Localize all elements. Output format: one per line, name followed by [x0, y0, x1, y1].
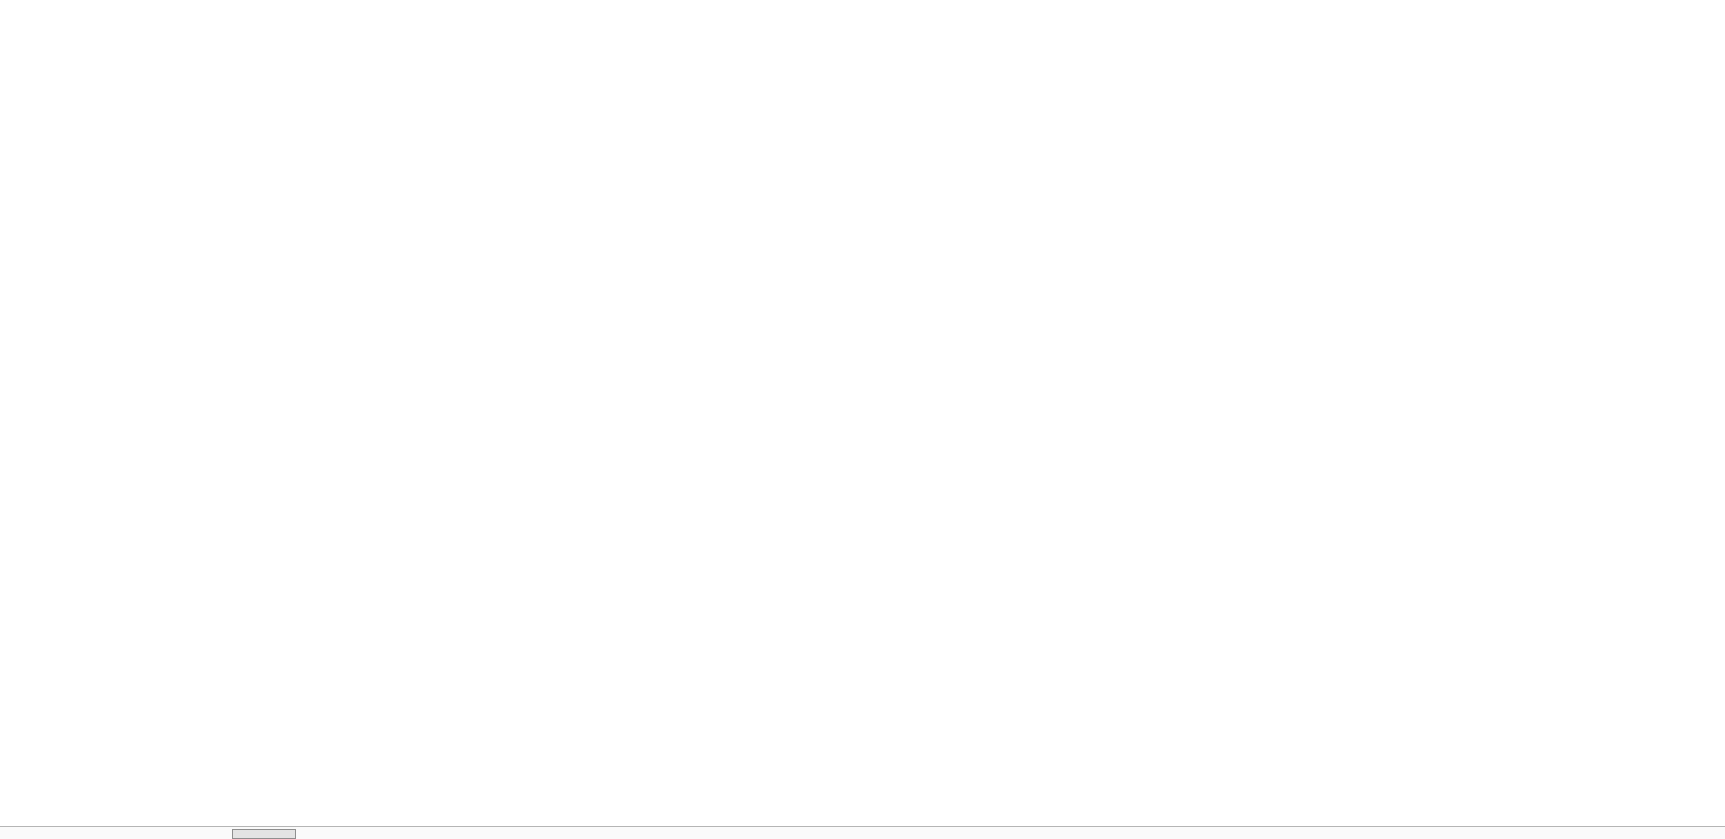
- horizontal-scrollbar-track[interactable]: [0, 826, 1725, 839]
- horizontal-scrollbar-thumb[interactable]: [232, 829, 296, 839]
